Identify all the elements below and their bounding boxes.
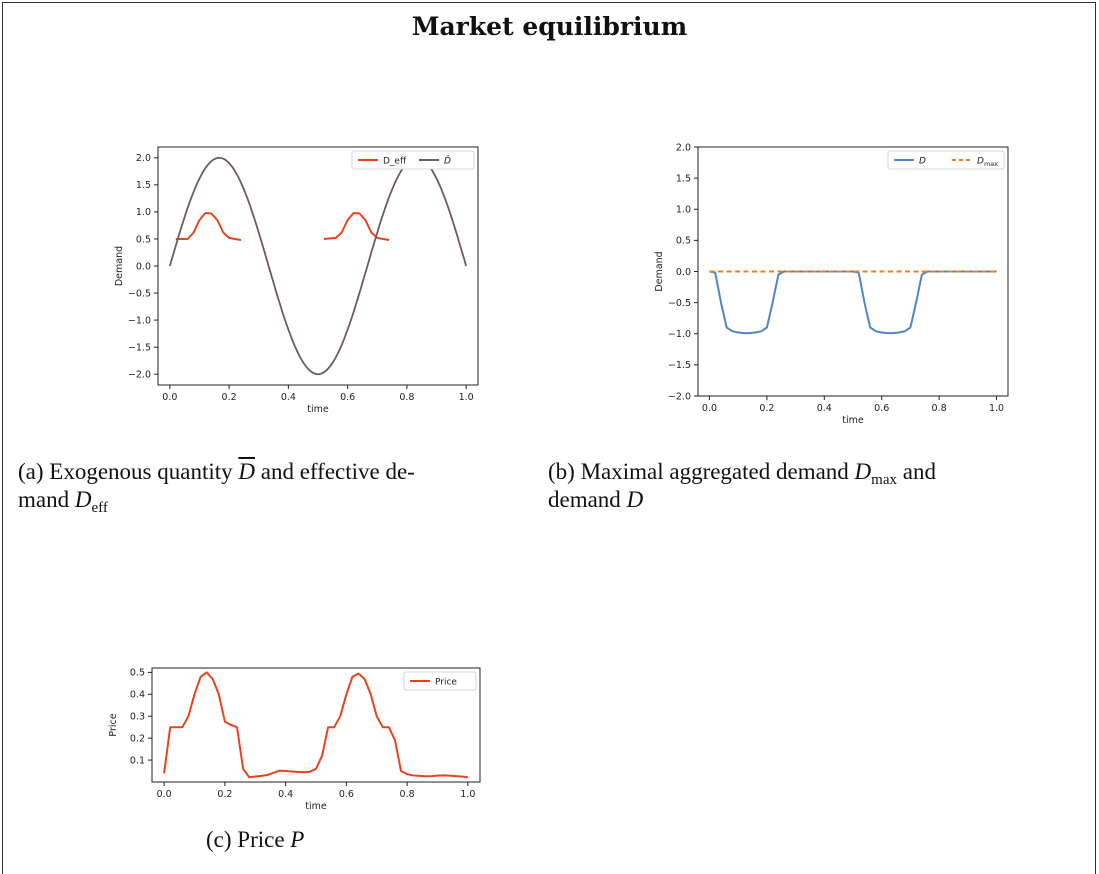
caption-c-p: P [290,827,305,852]
legend: D Dmax [887,150,1005,170]
legend: D_eff D̄ [351,150,475,170]
x-tick-label: 0.2 [222,392,237,403]
x-tick-label: 0.8 [400,789,415,800]
series-line-0 [175,212,390,241]
y-tick-label: −0.5 [668,298,691,309]
caption-a-text: (a) Exogenous quantity [18,459,239,484]
x-tick-label: 1.0 [459,392,474,403]
series-line-0 [709,270,997,335]
chart-a: 0.0 0.2 0.4 0.6 0.8 1.0 −2.0 −1.5 −1.0 −0.5 0.0 0.5… [114,146,479,415]
y-tick-label: −1.5 [128,342,151,353]
caption-b-text2: and [897,459,936,484]
caption-c-text: (c) Price [206,827,291,852]
y-tick-label: 0.1 [130,755,145,766]
legend-entry: Price [435,678,457,688]
x-tick-label: 0.4 [817,403,832,414]
caption-a-line2: mand Deff [18,486,108,522]
y-tick-label: 0.2 [130,733,145,744]
x-tick-label: 1.0 [989,403,1004,414]
caption-a-text2: and effective de- [255,459,415,484]
legend-box [403,671,477,691]
y-tick-label: 0.0 [676,267,691,278]
x-tick-label: 0.6 [340,392,355,403]
y-tick-label: 0.5 [136,234,151,245]
series-line-0 [163,671,469,779]
caption-b-line2: demand D [548,486,643,514]
y-tick-label: −0.5 [128,288,151,299]
y-tick-label: −1.0 [668,329,691,340]
y-tick-label: 0.5 [130,668,145,679]
legend-entry: D_eff [383,157,407,167]
caption-b-line1: (b) Maximal aggregated demand Dmax and [548,458,936,494]
x-tick-label: 0.4 [281,392,296,403]
y-tick-label: 0.4 [130,690,145,701]
x-tick-label: 0.4 [278,789,293,800]
y-axis-label: Demand [654,251,665,291]
x-tick-label: 0.6 [339,789,354,800]
caption-b-d: D [854,459,872,484]
y-tick-label: 0.5 [676,236,691,247]
x-axis-label: time [307,404,329,415]
caption-b-text3: demand [548,487,627,512]
caption-b-d2: D [626,487,644,512]
caption-a-dbar: D [238,459,255,484]
y-tick-label: −1.5 [668,360,691,371]
y-tick-label: 1.5 [676,173,691,184]
y-axis-label: Price [108,713,119,736]
x-tick-label: 0.0 [702,403,717,414]
legend: Price [403,671,477,691]
y-axis-label: Demand [114,246,125,286]
x-tick-label: 0.6 [874,403,889,414]
legend-box [887,150,1005,170]
x-tick-label: 0.8 [932,403,947,414]
caption-a-d: D [74,487,92,512]
legend-entry: Dmax [977,157,998,169]
x-tick-label: 0.0 [162,392,177,403]
y-tick-label: 0.0 [136,261,151,272]
y-tick-label: 1.0 [676,205,691,216]
y-tick-label: −2.0 [668,391,691,402]
legend-entry: D̄ [444,155,451,167]
y-tick-label: 2.0 [136,153,151,164]
legend-entry: D [919,157,926,167]
caption-a-line1: (a) Exogenous quantity D and effective d… [18,458,415,486]
x-tick-label: 0.0 [157,789,172,800]
legend-box [351,150,475,170]
y-tick-label: 1.5 [136,180,151,191]
x-tick-label: 0.2 [217,789,232,800]
caption-c: (c) Price P [206,826,304,854]
x-tick-label: 1.0 [460,789,475,800]
page-title: Market equilibrium [411,12,688,41]
caption-a-sub: eff [91,500,108,516]
plot-area [157,146,479,386]
x-tick-label: 0.2 [759,403,774,414]
chart-b: 0.0 0.2 0.4 0.6 0.8 1.0 −2.0 −1.5 −1.0 −0.5 0.0 0.5… [654,142,1009,426]
caption-b-text: (b) Maximal aggregated demand [548,459,855,484]
y-tick-label: 0.3 [130,712,145,723]
x-axis-label: time [842,415,864,426]
y-tick-label: 1.0 [136,207,151,218]
y-tick-label: −2.0 [128,369,151,380]
y-tick-label: 2.0 [676,142,691,153]
x-axis-label: time [305,801,327,812]
y-tick-label: −1.0 [128,315,151,326]
caption-b-sub: max [871,472,897,488]
x-tick-label: 0.8 [399,392,414,403]
caption-a-text3: mand [18,487,75,512]
chart-c: 0.0 0.2 0.4 0.6 0.8 1.0 0.1 0.2 0.3 0.4 0.5 time Pri… [108,667,481,812]
